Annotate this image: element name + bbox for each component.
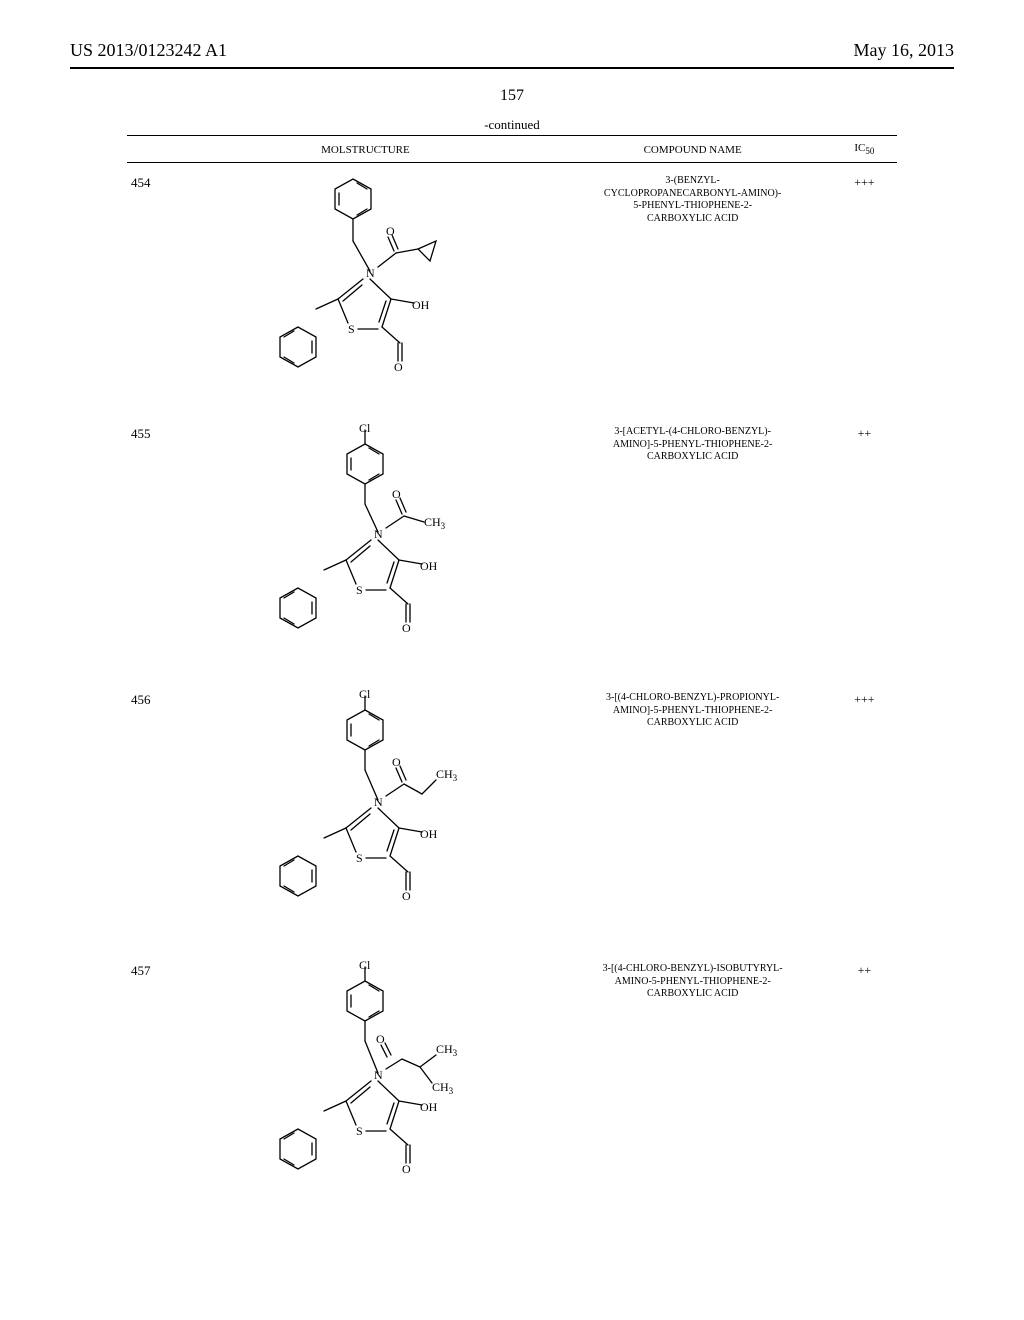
- label-o: O: [392, 755, 401, 769]
- table-row: 455: [127, 414, 897, 680]
- label-o: O: [392, 487, 401, 501]
- row-ic50: ++: [832, 951, 897, 1227]
- name-line: 3-[ACETYL-(4-CHLORO-BENZYL)-: [614, 426, 771, 437]
- label-n: N: [374, 795, 383, 809]
- col-compound-name: COMPOUND NAME: [554, 136, 832, 163]
- label-oh: OH: [420, 1100, 438, 1114]
- page: US 2013/0123242 A1 May 16, 2013 157 -con…: [0, 0, 1024, 1320]
- name-line: AMINO-5-PHENYL-THIOPHENE-2-: [615, 976, 771, 987]
- continued-label: -continued: [70, 117, 954, 133]
- row-compound-name: 3-[(4-CHLORO-BENZYL)-PROPIONYL- AMINO]-5…: [554, 680, 832, 951]
- row-ic50: +++: [832, 680, 897, 951]
- molstructure-svg: Cl O CH3 CH3 N OH S O: [260, 959, 470, 1219]
- label-ch3: CH3: [424, 515, 446, 531]
- label-s: S: [348, 322, 355, 336]
- label-s: S: [356, 1124, 363, 1138]
- row-molstructure: Cl O CH3 N OH S O: [177, 414, 553, 680]
- label-ch3a: CH3: [436, 1042, 458, 1058]
- table-header-row: MOLSTRUCTURE COMPOUND NAME IC50: [127, 136, 897, 163]
- name-line: CARBOXYLIC ACID: [647, 988, 738, 999]
- label-o2: O: [402, 1162, 411, 1176]
- label-o2: O: [402, 621, 411, 635]
- label-o: O: [376, 1032, 385, 1046]
- col-index: [127, 136, 177, 163]
- row-compound-name: 3-(BENZYL- CYCLOPROPANECARBONYL-AMINO)- …: [554, 163, 832, 415]
- col-ic50: IC50: [832, 136, 897, 163]
- ic50-sub: 50: [865, 146, 874, 156]
- header-rule: [70, 67, 954, 69]
- row-ic50: ++: [832, 414, 897, 680]
- page-header: US 2013/0123242 A1 May 16, 2013: [70, 40, 954, 61]
- name-line: CARBOXYLIC ACID: [647, 213, 738, 224]
- row-index: 457: [127, 951, 177, 1227]
- table-row: 454: [127, 163, 897, 415]
- name-line: AMINO]-5-PHENYL-THIOPHENE-2-: [613, 439, 772, 450]
- name-line: 3-[(4-CHLORO-BENZYL)-ISOBUTYRYL-: [603, 963, 783, 974]
- ic50-prefix: IC: [854, 142, 865, 154]
- label-oh: OH: [412, 298, 430, 312]
- label-n: N: [374, 527, 383, 541]
- row-index: 455: [127, 414, 177, 680]
- label-oh: OH: [420, 559, 438, 573]
- name-line: 5-PHENYL-THIOPHENE-2-: [633, 200, 752, 211]
- molstructure-svg: Cl O CH3 N OH S O: [260, 422, 470, 672]
- label-s: S: [356, 583, 363, 597]
- header-left: US 2013/0123242 A1: [70, 40, 227, 61]
- label-ch3b: CH3: [432, 1080, 454, 1096]
- row-molstructure: Cl O CH3 N OH S O: [177, 680, 553, 951]
- label-o2: O: [402, 889, 411, 903]
- row-molstructure: O N OH S O: [177, 163, 553, 415]
- row-compound-name: 3-[ACETYL-(4-CHLORO-BENZYL)- AMINO]-5-PH…: [554, 414, 832, 680]
- label-cl: Cl: [359, 959, 371, 972]
- label-n: N: [374, 1068, 383, 1082]
- label-ch3: CH3: [436, 767, 458, 783]
- name-line: AMINO]-5-PHENYL-THIOPHENE-2-: [613, 705, 772, 716]
- row-compound-name: 3-[(4-CHLORO-BENZYL)-ISOBUTYRYL- AMINO-5…: [554, 951, 832, 1227]
- col-molstructure: MOLSTRUCTURE: [177, 136, 553, 163]
- row-index: 456: [127, 680, 177, 951]
- table-row: 456: [127, 680, 897, 951]
- label-oh: OH: [420, 827, 438, 841]
- name-line: 3-[(4-CHLORO-BENZYL)-PROPIONYL-: [606, 692, 779, 703]
- label-cl: Cl: [359, 422, 371, 435]
- molstructure-svg: O N OH S O: [260, 171, 470, 406]
- label-s: S: [356, 851, 363, 865]
- label-o: O: [386, 224, 395, 238]
- row-ic50: +++: [832, 163, 897, 415]
- label-n: N: [366, 266, 375, 280]
- table-row: 457: [127, 951, 897, 1227]
- label-o2: O: [394, 360, 403, 374]
- molstructure-svg: Cl O CH3 N OH S O: [260, 688, 470, 943]
- name-line: CARBOXYLIC ACID: [647, 717, 738, 728]
- row-index: 454: [127, 163, 177, 415]
- row-molstructure: Cl O CH3 CH3 N OH S O: [177, 951, 553, 1227]
- header-right: May 16, 2013: [854, 40, 955, 61]
- compound-table: MOLSTRUCTURE COMPOUND NAME IC50 454: [127, 135, 897, 1227]
- label-cl: Cl: [359, 688, 371, 701]
- name-line: CYCLOPROPANECARBONYL-AMINO)-: [604, 188, 781, 199]
- name-line: CARBOXYLIC ACID: [647, 451, 738, 462]
- table-body: 454: [127, 163, 897, 1228]
- name-line: 3-(BENZYL-: [665, 175, 719, 186]
- page-number: 157: [70, 87, 954, 105]
